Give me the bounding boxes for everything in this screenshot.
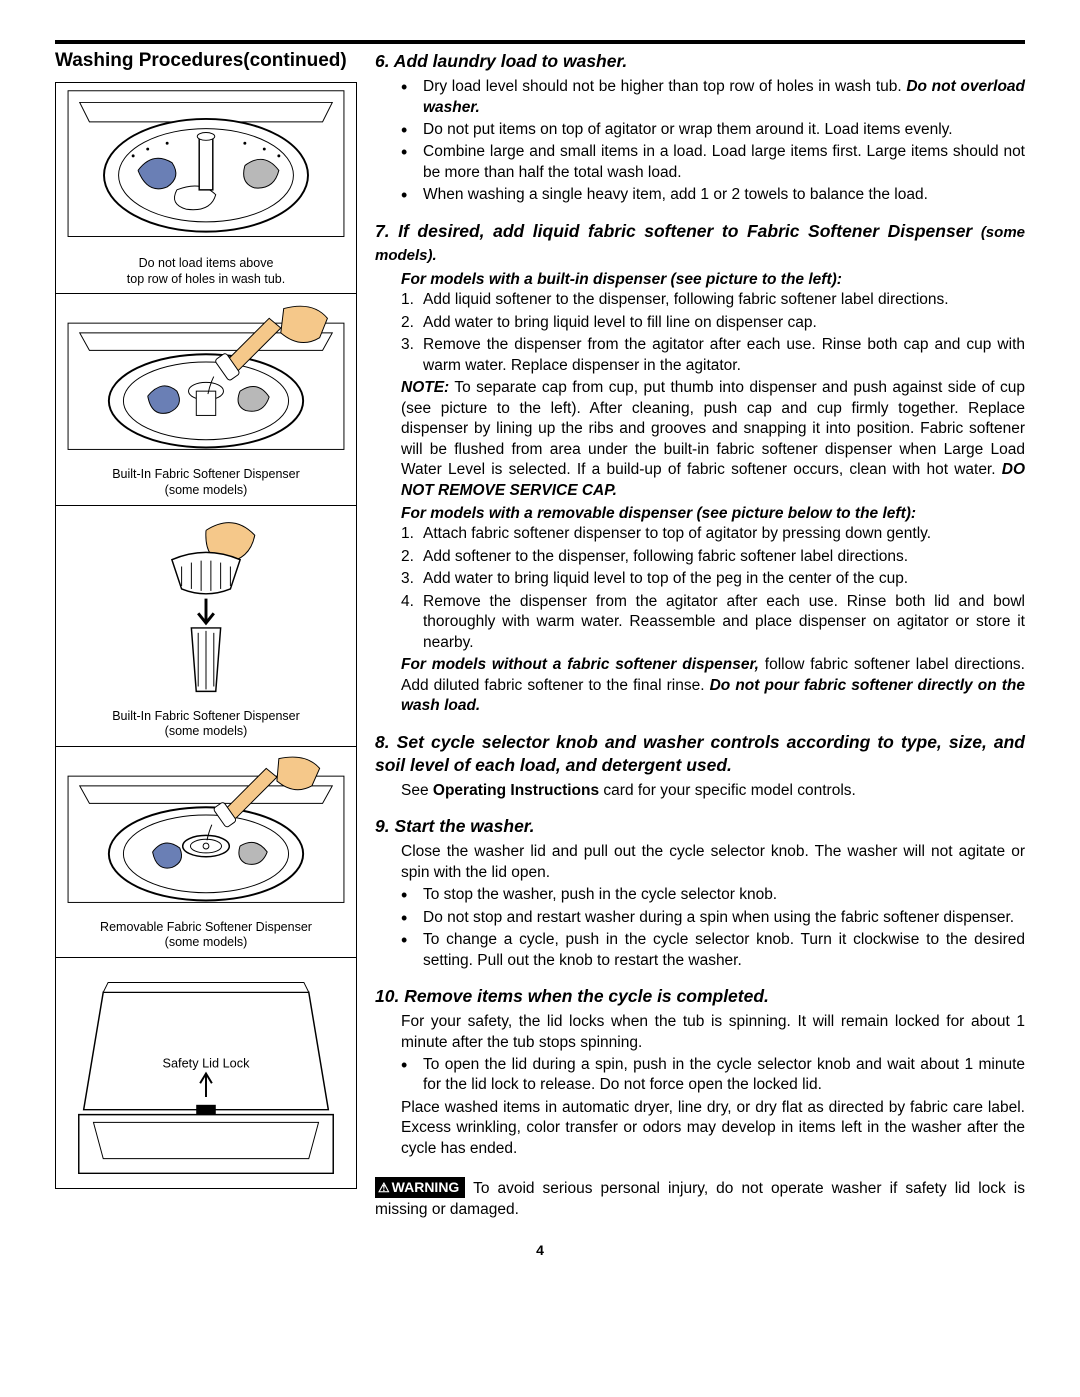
step6-b1: Dry load level should not be higher than… xyxy=(401,77,1025,118)
step7-sub2: For models with a removable dispenser (s… xyxy=(375,504,1025,524)
caption-line1: Built-In Fabric Softener Dispenser xyxy=(112,467,300,481)
step7-list1: Add liquid softener to the dispenser, fo… xyxy=(375,290,1025,376)
step6-bullets: Dry load level should not be higher than… xyxy=(375,77,1025,206)
step7-m3: Add water to bring liquid level to top o… xyxy=(401,569,1025,589)
caption-line2: (some models) xyxy=(165,935,248,949)
section-title: Washing Procedures(continued) xyxy=(55,50,357,72)
step7-m1: Attach fabric softener dispenser to top … xyxy=(401,524,1025,544)
page-number: 4 xyxy=(55,1242,1025,1258)
figure-lid-lock-image: Safety Lid Lock xyxy=(56,958,356,1188)
lid-lock-label-svg: Safety Lid Lock xyxy=(163,1056,251,1071)
step6-heading: 6. Add laundry load to washer. xyxy=(375,50,1025,73)
caption-line1: Do not load items above xyxy=(139,256,274,270)
figure-builtin-pour-caption: Built-In Fabric Softener Dispenser (some… xyxy=(56,464,356,504)
step6-b2: Do not put items on top of agitator or w… xyxy=(401,120,1025,140)
figure-load-level-caption: Do not load items above top row of holes… xyxy=(56,253,356,293)
caption-line2: (some models) xyxy=(165,483,248,497)
step10-heading: 10. Remove items when the cycle is compl… xyxy=(375,985,1025,1008)
step7-heading: 7. If desired, add liquid fabric softene… xyxy=(375,220,1025,266)
step7-n2: Add water to bring liquid level to fill … xyxy=(401,313,1025,333)
step8-heading: 8. Set cycle selector knob and washer co… xyxy=(375,731,1025,777)
step7-m2: Add softener to the dispenser, following… xyxy=(401,547,1025,567)
top-rule xyxy=(55,40,1025,44)
page-content: Washing Procedures(continued) xyxy=(55,50,1025,1220)
caption-line2: top row of holes in wash tub. xyxy=(127,272,285,286)
caption-line2: (some models) xyxy=(165,724,248,738)
warning-text: To avoid serious personal injury, do not… xyxy=(375,1180,1025,1217)
step7-n3: Remove the dispenser from the agitator a… xyxy=(401,335,1025,376)
step9-b1: To stop the washer, push in the cycle se… xyxy=(401,885,1025,905)
step9-bullets: To stop the washer, push in the cycle se… xyxy=(375,885,1025,971)
caption-line1: Removable Fabric Softener Dispenser xyxy=(100,920,312,934)
caption-line1: Built-In Fabric Softener Dispenser xyxy=(112,709,300,723)
figure-builtin-remove-image xyxy=(56,506,356,706)
step7-sub1: For models with a built-in dispenser (se… xyxy=(375,270,1025,290)
figure-load-level-image xyxy=(56,83,356,253)
figure-safety-lid-lock: Safety Lid Lock xyxy=(55,958,357,1189)
warning-icon: ⚠ xyxy=(378,1179,390,1196)
figure-removable-caption: Removable Fabric Softener Dispenser (som… xyxy=(56,917,356,957)
figure-builtin-dispenser-remove: Built-In Fabric Softener Dispenser (some… xyxy=(55,506,357,747)
right-column: 6. Add laundry load to washer. Dry load … xyxy=(375,50,1025,1220)
step9-b3: To change a cycle, push in the cycle sel… xyxy=(401,930,1025,971)
step10-outro: Place washed items in automatic dryer, l… xyxy=(375,1098,1025,1159)
step6-b4: When washing a single heavy item, add 1 … xyxy=(401,185,1025,205)
left-column: Washing Procedures(continued) xyxy=(55,50,357,1220)
step10-intro: For your safety, the lid locks when the … xyxy=(375,1012,1025,1053)
step7-n1: Add liquid softener to the dispenser, fo… xyxy=(401,290,1025,310)
figure-builtin-pour-image xyxy=(56,294,356,464)
figure-builtin-dispenser-pour: Built-In Fabric Softener Dispenser (some… xyxy=(55,294,357,505)
step10-b1: To open the lid during a spin, push in t… xyxy=(401,1055,1025,1096)
step9-heading: 9. Start the washer. xyxy=(375,815,1025,838)
step8-body: See Operating Instructions card for your… xyxy=(375,781,1025,801)
step9-b2: Do not stop and restart washer during a … xyxy=(401,908,1025,928)
step7-note: NOTE: To separate cap from cup, put thum… xyxy=(375,378,1025,501)
figure-removable-dispenser: Removable Fabric Softener Dispenser (som… xyxy=(55,747,357,958)
step7-without: For models without a fabric softener dis… xyxy=(375,655,1025,716)
warning-badge: ⚠WARNING xyxy=(375,1177,465,1197)
figure-load-level: Do not load items above top row of holes… xyxy=(55,82,357,294)
step6-b3: Combine large and small items in a load.… xyxy=(401,142,1025,183)
step10-bullets: To open the lid during a spin, push in t… xyxy=(375,1055,1025,1096)
warning-block: ⚠WARNING To avoid serious personal injur… xyxy=(375,1177,1025,1220)
step7-list2: Attach fabric softener dispenser to top … xyxy=(375,524,1025,653)
figure-removable-image xyxy=(56,747,356,917)
step9-intro: Close the washer lid and pull out the cy… xyxy=(375,842,1025,883)
step7-m4: Remove the dispenser from the agitator a… xyxy=(401,592,1025,653)
figure-builtin-remove-caption: Built-In Fabric Softener Dispenser (some… xyxy=(56,706,356,746)
